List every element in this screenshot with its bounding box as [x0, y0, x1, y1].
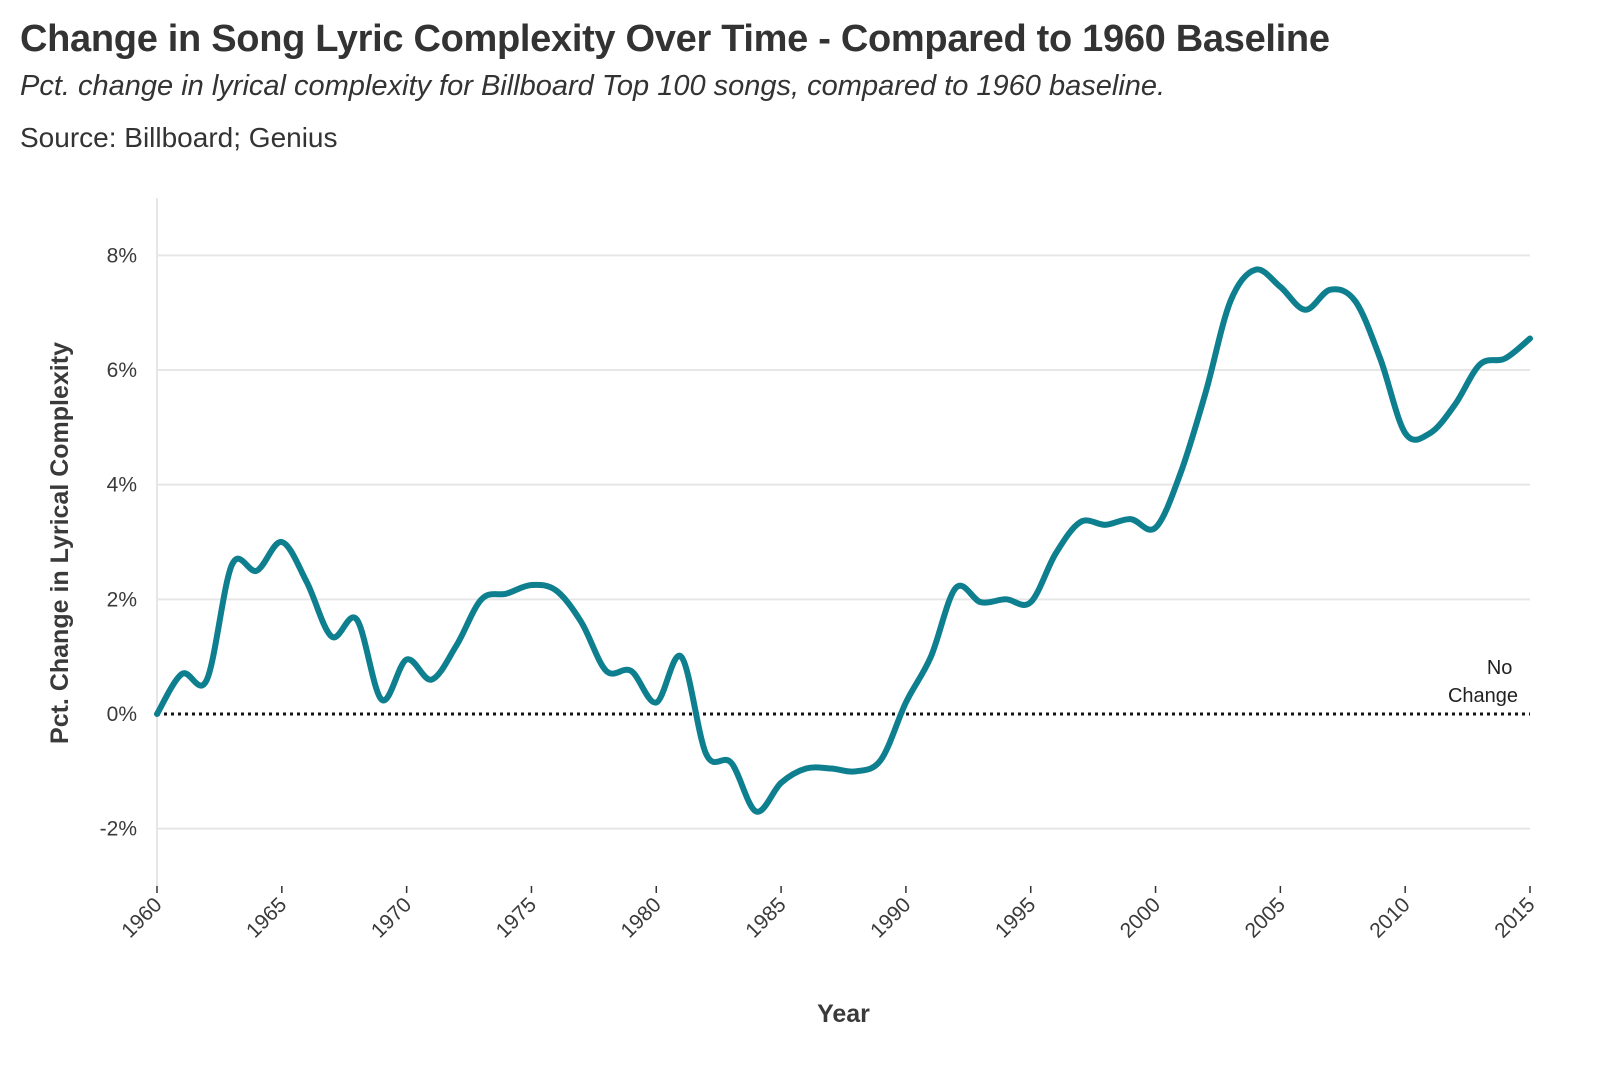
- y-tick-label: -2%: [100, 818, 137, 841]
- gridlines: [157, 254, 1530, 830]
- no-change-annotation-line-2: Change: [1448, 685, 1518, 707]
- y-tick-labels: -2% 0% 2% 4% 6% 8%: [100, 244, 137, 840]
- x-tick-label: 1970: [367, 893, 416, 942]
- y-axis-title: Pct. Change in Lyrical Complexity: [46, 342, 74, 744]
- x-tick-label: 2015: [1490, 893, 1539, 942]
- x-tick-label: 2010: [1365, 893, 1414, 942]
- chart-subtitle: Pct. change in lyrical complexity for Bi…: [20, 70, 1166, 102]
- x-tick-label: 1975: [492, 893, 541, 942]
- x-tick-label: 1990: [866, 893, 915, 942]
- y-tick-label: 8%: [107, 244, 137, 267]
- y-tick-label: 4%: [107, 474, 137, 497]
- no-change-annotation: No Change: [1448, 657, 1518, 707]
- y-tick-label: 0%: [107, 703, 137, 726]
- chart-title: Change in Song Lyric Complexity Over Tim…: [20, 18, 1330, 60]
- x-tick-label: 1995: [991, 893, 1040, 942]
- series-line-complexity-change: [154, 266, 1533, 815]
- x-tick-labels: 1960 1965 1970 1975 1980 1985 1990 1995 2000 2005…: [117, 886, 1540, 943]
- x-tick-label: 1965: [242, 893, 291, 942]
- x-tick-label: 2000: [1116, 893, 1165, 942]
- y-tick-label: 6%: [107, 359, 137, 382]
- x-tick-label: 1960: [117, 893, 166, 942]
- x-tick-label: 2005: [1241, 893, 1290, 942]
- chart-source: Source: Billboard; Genius: [20, 122, 338, 153]
- x-axis-title: Year: [817, 1000, 870, 1028]
- x-tick-label: 1985: [741, 893, 790, 942]
- y-tick-label: 2%: [107, 588, 137, 611]
- x-tick-label: 1980: [617, 893, 666, 942]
- no-change-annotation-line-1: No: [1487, 657, 1513, 679]
